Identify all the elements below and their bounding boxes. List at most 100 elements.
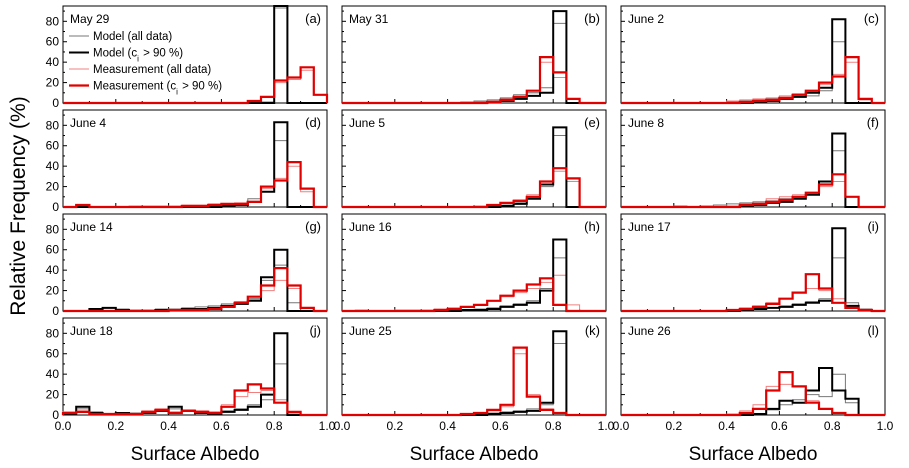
x-tick-label: 0.8 <box>824 419 841 433</box>
panel-frame <box>620 213 886 312</box>
panel-letter-label: (g) <box>305 219 321 234</box>
panel-date-label: June 5 <box>349 116 385 130</box>
legend-label-meas-all: Measurement (all data) <box>93 64 211 76</box>
panel-e: June 5 (e) <box>341 109 607 209</box>
panel-frame <box>341 317 607 416</box>
panel-l: June 26 (l) <box>620 317 886 417</box>
x-tick-label: 0.4 <box>718 419 735 433</box>
panel-c: June 2 (c) <box>620 5 886 105</box>
series-meas-ci <box>342 277 606 313</box>
y-tick-label: 80 <box>46 14 60 28</box>
panel-date-label: June 14 <box>70 220 113 234</box>
x-tick-label: 0.6 <box>213 419 230 433</box>
y-tick-label: 80 <box>46 118 60 132</box>
panel-date-label: June 17 <box>628 220 671 234</box>
panel-letter-label: (i) <box>867 219 879 234</box>
x-tick-label: 0.0 <box>334 419 351 433</box>
x-tick-label: 0.8 <box>266 419 283 433</box>
y-tick-label: 20 <box>46 76 60 90</box>
panel-letter-label: (k) <box>585 323 600 338</box>
series-meas-ci <box>342 346 606 417</box>
panel-date-label: June 2 <box>628 12 664 26</box>
panel-frame <box>620 5 886 104</box>
panel-letter-label: (e) <box>584 115 600 130</box>
panel-letter-label: (j) <box>309 323 321 338</box>
legend: Model (all data)Model (ci > 90 %)Measure… <box>69 31 222 96</box>
x-tick-label: 0.2 <box>665 419 682 433</box>
x-tick-label: 0.4 <box>160 419 177 433</box>
legend-label-meas-ci: Measurement (ci > 90 %) <box>93 81 222 97</box>
series-meas-ci <box>621 273 885 313</box>
panel-d: 0 20 40 60 80 June 4 (d) <box>46 109 328 214</box>
panel-letter-label: (h) <box>584 219 600 234</box>
panel-date-label: June 4 <box>70 116 106 130</box>
panel-frame <box>620 317 886 416</box>
series-meas-ci <box>621 173 885 209</box>
y-tick-label: 20 <box>46 388 60 402</box>
x-tick-label: 0.6 <box>492 419 509 433</box>
series-meas-ci <box>342 56 606 105</box>
y-tick-label: 20 <box>46 284 60 298</box>
panel-frame <box>62 5 328 104</box>
panel-letter-label: (a) <box>305 11 321 26</box>
y-tick-label: 40 <box>46 263 60 277</box>
y-tick-label: 60 <box>46 35 60 49</box>
y-tick-label: 0 <box>52 200 59 214</box>
panel-date-label: June 16 <box>349 220 392 234</box>
x-tick-label: 0.2 <box>107 419 124 433</box>
y-tick-label: 0 <box>52 96 59 110</box>
legend-label-model-ci: Model (ci > 90 %) <box>93 48 183 64</box>
y-tick-label: 80 <box>46 222 60 236</box>
panel-g: 0 20 40 60 80 June 14 (g) <box>46 213 328 318</box>
y-tick-label: 0 <box>52 304 59 318</box>
panel-letter-label: (l) <box>867 323 879 338</box>
series-meas-ci <box>61 383 327 417</box>
panel-frame <box>62 109 328 208</box>
x-tick-label: 0.6 <box>771 419 788 433</box>
x-tick-label: 0.0 <box>613 419 630 433</box>
panel-frame <box>620 109 886 208</box>
panel-date-label: June 26 <box>628 324 671 338</box>
panel-letter-label: (b) <box>584 11 600 26</box>
panel-h: June 16 (h) <box>341 213 607 313</box>
panel-letter-label: (c) <box>864 11 879 26</box>
panel-frame <box>341 5 607 104</box>
panel-i: June 17 (i) <box>620 213 886 313</box>
panel-frame <box>62 213 328 312</box>
x-tick-label: 1.0 <box>598 419 615 433</box>
x-tick-label: 0.4 <box>439 419 456 433</box>
panel-grid: 0 20 40 60 80 May 29 (a) Model (all data) Model … <box>46 5 886 422</box>
panel-frame <box>341 109 607 208</box>
y-tick-label: 0 <box>52 408 59 422</box>
x-tick-label: 0.8 <box>545 419 562 433</box>
y-tick-label: 60 <box>46 243 60 257</box>
x-tick-label: 1.0 <box>877 419 894 433</box>
series-meas-ci <box>63 161 327 209</box>
x-axis-label: Surface Albedo <box>689 444 818 465</box>
panel-f: June 8 (f) <box>620 109 886 209</box>
y-tick-label: 80 <box>46 326 60 340</box>
y-tick-label: 40 <box>46 367 60 381</box>
panel-frame <box>341 213 607 312</box>
x-axis-labels: 0.0 0.2 0.4 0.6 0.8 1.0 Surface Albedo 0.0 0.2 0.… <box>55 419 894 465</box>
panel-letter-label: (d) <box>305 115 321 130</box>
series-meas-ci <box>621 56 885 105</box>
x-axis-label: Surface Albedo <box>410 444 539 465</box>
y-axis-label: Relative Frequency (%) <box>7 96 30 315</box>
x-tick-label: 1.0 <box>319 419 336 433</box>
y-tick-label: 20 <box>46 180 60 194</box>
x-tick-label: 0.2 <box>386 419 403 433</box>
legend-label-model-all: Model (all data) <box>93 31 172 43</box>
panel-date-label: June 18 <box>70 324 113 338</box>
y-tick-label: 60 <box>46 139 60 153</box>
panel-date-label: May 31 <box>349 12 389 26</box>
panel-j: 0 20 40 60 80 June 18 (j) <box>46 317 328 422</box>
panel-date-label: May 29 <box>70 12 110 26</box>
y-tick-label: 40 <box>46 159 60 173</box>
series-meas-ci <box>63 66 329 105</box>
series-meas-ci <box>342 167 606 209</box>
panel-a: 0 20 40 60 80 May 29 (a) Model (all data) Model … <box>46 5 329 110</box>
panel-letter-label: (f) <box>867 115 879 130</box>
panel-b: May 31 (b) <box>341 5 607 105</box>
